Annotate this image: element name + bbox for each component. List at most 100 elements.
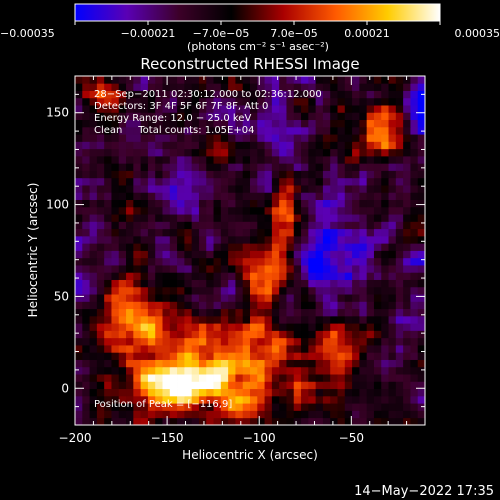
heatmap-cell (235, 315, 244, 324)
heatmap-cell (228, 105, 236, 113)
heatmap-cell (133, 141, 142, 150)
heatmap-cell (381, 206, 389, 215)
heatmap-cell (104, 250, 112, 259)
heatmap-cell (271, 141, 280, 150)
heatmap-cell (177, 76, 185, 84)
heatmap-cell (177, 206, 185, 215)
heatmap-cell (359, 337, 368, 346)
heatmap-cell (220, 235, 229, 244)
heatmap-cell (250, 134, 258, 142)
heatmap-cell (228, 388, 236, 397)
heatmap-cell (155, 126, 163, 135)
heatmap-cell (322, 221, 331, 230)
heatmap-cell (140, 403, 149, 411)
heatmap-cell (96, 206, 105, 215)
heatmap-cell (133, 97, 142, 106)
heatmap-cell (162, 112, 171, 121)
heatmap-cell (206, 337, 214, 346)
heatmap-cell (293, 119, 302, 128)
heatmap-cell (359, 381, 368, 390)
heatmap-cell (264, 221, 273, 230)
heatmap-cell (286, 272, 295, 280)
heatmap-cell (206, 417, 214, 426)
heatmap-cell (344, 206, 353, 215)
heatmap-cell (133, 286, 142, 295)
heatmap-cell (140, 323, 149, 331)
y-tick-label: 0 (61, 381, 69, 395)
heatmap-cell (293, 250, 302, 259)
heatmap-cell (75, 279, 83, 288)
heatmap-cell (126, 221, 134, 230)
heatmap-cell (75, 221, 83, 230)
heatmap-cell (126, 279, 134, 288)
heatmap-cell (169, 112, 178, 121)
heatmap-cell (206, 126, 214, 135)
heatmap-cell (213, 388, 222, 397)
heatmap-cell (191, 417, 200, 426)
heatmap-cell (264, 185, 273, 193)
heatmap-cell (111, 155, 120, 164)
heatmap-cell (184, 177, 193, 186)
heatmap-cell (75, 337, 83, 346)
heatmap-cell (308, 388, 317, 397)
heatmap-cell (111, 228, 120, 237)
heatmap-cell (250, 141, 258, 150)
heatmap-cell (140, 76, 149, 84)
heatmap-cell (330, 308, 338, 317)
heatmap-cell (235, 126, 244, 135)
heatmap-cell (198, 243, 207, 251)
heatmap-cell (264, 214, 273, 222)
heatmap-cell (75, 235, 83, 244)
heatmap-cell (264, 417, 273, 426)
heatmap-cell (271, 83, 280, 91)
heatmap-cell (359, 185, 368, 193)
heatmap-cell (213, 265, 222, 273)
heatmap-cell (242, 294, 251, 302)
heatmap-cell (75, 330, 83, 339)
heatmap-cell (395, 90, 404, 99)
heatmap-cell (96, 301, 105, 310)
heatmap-cell (228, 185, 236, 193)
heatmap-cell (271, 221, 280, 230)
heatmap-cell (162, 134, 171, 142)
heatmap-cell (366, 206, 375, 215)
heatmap-cell (198, 126, 207, 135)
heatmap-cell (373, 315, 382, 324)
heatmap-cell (140, 301, 149, 310)
heatmap-cell (111, 250, 120, 259)
heatmap-cell (184, 337, 193, 346)
heatmap-cell (89, 199, 98, 208)
heatmap-cell (89, 403, 98, 411)
heatmap-cell (352, 403, 360, 411)
heatmap-cell (257, 126, 265, 135)
heatmap-cell (118, 177, 127, 186)
heatmap-cell (308, 301, 317, 310)
heatmap-cell (111, 177, 120, 186)
heatmap-cell (257, 308, 265, 317)
heatmap-cell (366, 381, 375, 390)
heatmap-cell (147, 134, 156, 142)
heatmap-cell (279, 294, 287, 302)
heatmap-cell (417, 163, 426, 171)
heatmap-cell (373, 221, 382, 230)
heatmap-cell (344, 301, 353, 310)
heatmap-cell (191, 243, 200, 251)
heatmap-cell (126, 257, 134, 266)
heatmap-cell (395, 330, 404, 339)
heatmap-cell (410, 126, 419, 135)
heatmap-cell (344, 330, 353, 339)
heatmap-cell (89, 315, 98, 324)
heatmap-cell (126, 192, 134, 200)
heatmap-cell (395, 359, 404, 368)
heatmap-cell (118, 83, 127, 91)
heatmap-cell (242, 155, 251, 164)
heatmap-cell (206, 228, 214, 237)
heatmap-cell (337, 374, 346, 382)
heatmap-cell (322, 90, 331, 99)
heatmap-cell (373, 163, 382, 171)
heatmap-cell (381, 134, 389, 142)
heatmap-cell (344, 214, 353, 222)
heatmap-cell (191, 279, 200, 288)
y-axis-label: Heliocentric Y (arcsec) (26, 183, 40, 318)
heatmap-cell (89, 90, 98, 99)
